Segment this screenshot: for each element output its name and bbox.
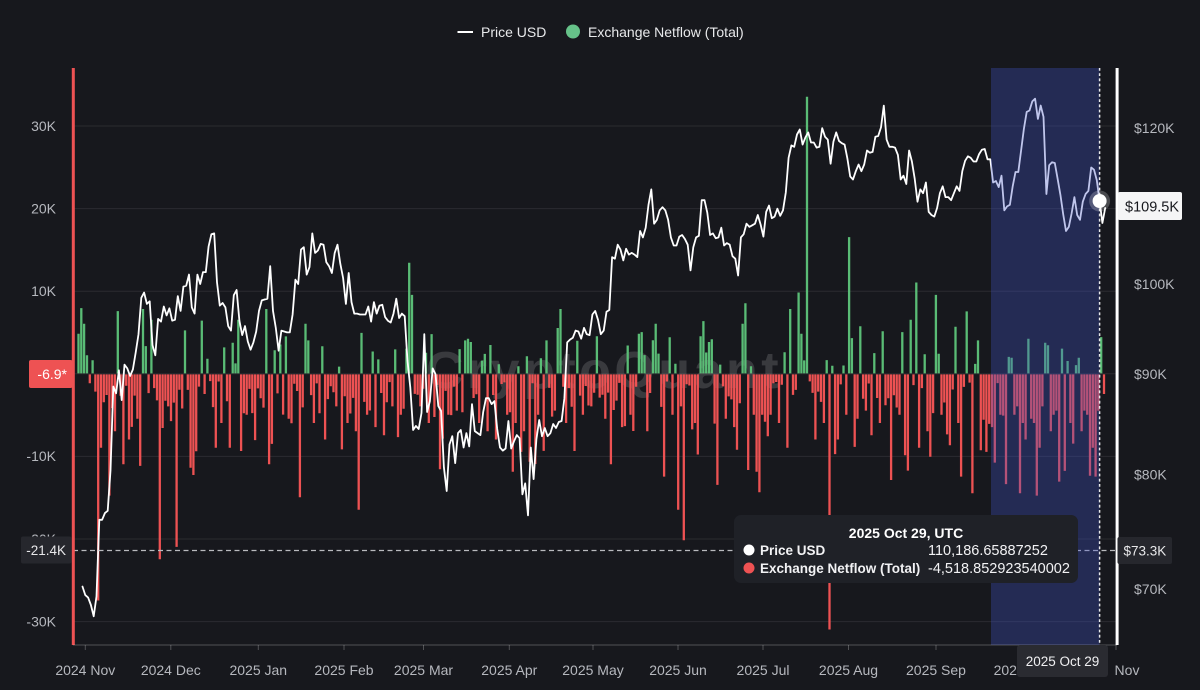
- svg-text:Exchange Netflow (Total): Exchange Netflow (Total): [588, 24, 744, 40]
- svg-text:$109.5K: $109.5K: [1125, 200, 1179, 216]
- svg-text:-6.9*: -6.9*: [37, 366, 67, 382]
- svg-text:2025 Jan: 2025 Jan: [229, 662, 287, 678]
- svg-text:-21.4K: -21.4K: [26, 543, 66, 558]
- svg-text:2025 Jul: 2025 Jul: [737, 662, 790, 678]
- svg-text:$120K: $120K: [1134, 120, 1175, 136]
- svg-text:$80K: $80K: [1134, 467, 1167, 483]
- svg-text:2025 Jun: 2025 Jun: [649, 662, 707, 678]
- svg-text:Exchange Netflow (Total): Exchange Netflow (Total): [760, 561, 920, 576]
- svg-text:10K: 10K: [31, 283, 57, 299]
- svg-text:Price USD: Price USD: [481, 24, 546, 40]
- svg-text:$73.3K: $73.3K: [1124, 544, 1167, 559]
- svg-text:-4,518.852923540002: -4,518.852923540002: [928, 561, 1070, 577]
- svg-text:2025 Oct 29: 2025 Oct 29: [1026, 654, 1100, 669]
- svg-text:2024 Nov: 2024 Nov: [55, 662, 115, 678]
- svg-text:$100K: $100K: [1134, 276, 1175, 292]
- svg-text:20K: 20K: [31, 200, 57, 216]
- svg-text:2025 May: 2025 May: [562, 662, 623, 678]
- svg-text:2025 Sep: 2025 Sep: [906, 662, 966, 678]
- svg-text:2024 Dec: 2024 Dec: [141, 662, 201, 678]
- svg-text:Price USD: Price USD: [760, 543, 826, 558]
- svg-text:Nov: Nov: [1115, 662, 1140, 678]
- svg-text:110,186.65887252: 110,186.65887252: [928, 543, 1048, 559]
- svg-text:2025 Feb: 2025 Feb: [314, 662, 373, 678]
- svg-text:30K: 30K: [31, 118, 57, 134]
- svg-text:-10K: -10K: [26, 448, 56, 464]
- svg-text:$70K: $70K: [1134, 581, 1167, 597]
- svg-text:2025 Aug: 2025 Aug: [819, 662, 878, 678]
- svg-text:2025 Apr: 2025 Apr: [481, 662, 537, 678]
- svg-text:2025 Oct 29, UTC: 2025 Oct 29, UTC: [849, 525, 963, 541]
- svg-text:2025 Mar: 2025 Mar: [394, 662, 453, 678]
- svg-text:-30K: -30K: [26, 613, 56, 629]
- svg-text:$90K: $90K: [1134, 366, 1167, 382]
